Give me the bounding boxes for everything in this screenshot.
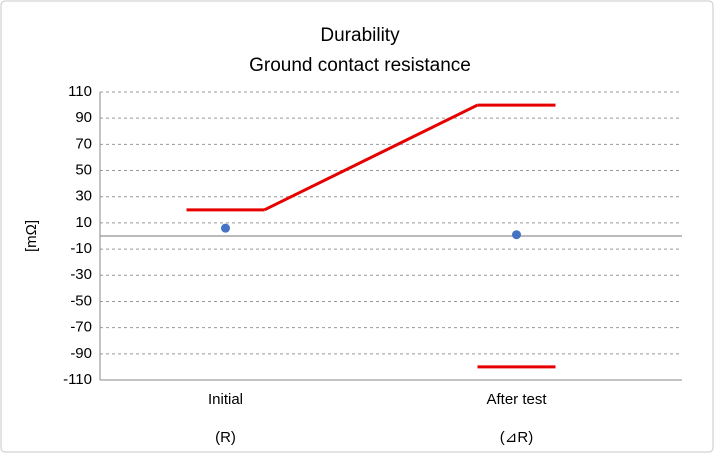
x-tick-label: Initial: [208, 391, 243, 408]
y-tick-label: 10: [75, 214, 92, 231]
y-tick-label: 70: [75, 135, 92, 152]
data-point: [221, 223, 230, 233]
x-tick-note: (⊿R): [500, 429, 533, 446]
limit-connector: [263, 103, 479, 212]
y-tick-label: -30: [70, 266, 92, 283]
chart-subtitle: Ground contact resistance: [249, 55, 471, 76]
y-tick-label: 50: [75, 162, 92, 179]
y-tick-label: -10: [70, 240, 92, 257]
y-axis-label: [mΩ]: [23, 220, 40, 252]
x-tick-note: (R): [215, 429, 236, 446]
y-tick-label: -90: [70, 345, 92, 362]
data-point: [512, 230, 521, 240]
x-tick-label: After test: [486, 391, 547, 408]
y-tick-label: 30: [75, 188, 92, 205]
y-tick-label: 90: [75, 109, 92, 126]
y-tick-label: -70: [70, 319, 92, 336]
y-tick-label: -50: [70, 292, 92, 309]
y-tick-label: -110: [63, 371, 92, 388]
y-tick-label: 110: [68, 83, 92, 100]
chart-title: Durability: [320, 25, 400, 46]
